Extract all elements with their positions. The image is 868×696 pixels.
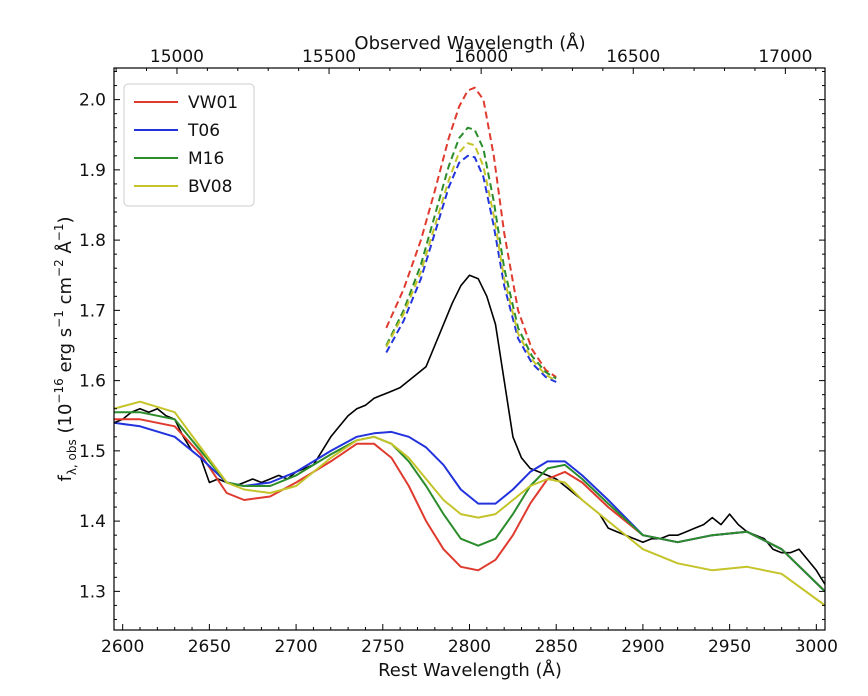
series-bv08 <box>114 400 825 607</box>
legend-item-vw01: VW01 <box>134 93 238 113</box>
top-tick-label: 17000 <box>758 47 812 67</box>
top-tick-label: 16000 <box>454 47 508 67</box>
x-tick-label: 2900 <box>621 637 664 657</box>
x-tick-label: 2650 <box>188 637 231 657</box>
series-bv08-dashed <box>385 142 557 382</box>
legend-item-m16: M16 <box>134 149 224 169</box>
x-tick-label: 2750 <box>361 637 404 657</box>
legend-label-bv08: BV08 <box>188 177 232 197</box>
y-tick-label: 1.4 <box>79 512 106 532</box>
x-tick-label: 2700 <box>274 637 317 657</box>
legend-label-m16: M16 <box>188 149 224 169</box>
x-tick-label: 3000 <box>795 637 838 657</box>
plot-area <box>114 86 825 607</box>
top-axis-title: Observed Wavelength (Å) <box>354 32 585 54</box>
series-m16 <box>114 411 825 593</box>
axes: 2600 2650 2700 2750 2800 2850 2900 2950 3000 1.3 1… <box>79 47 838 657</box>
y-tick-label: 1.7 <box>79 301 106 321</box>
y-tick-label: 2.0 <box>79 91 106 111</box>
y-tick-label: 1.5 <box>79 442 106 462</box>
legend: VW01 T06 M16 BV08 <box>123 83 255 207</box>
legend-box <box>123 83 255 207</box>
series-t06-dashed <box>385 154 557 383</box>
legend-label-t06: T06 <box>187 121 220 141</box>
x-tick-label: 2600 <box>101 637 144 657</box>
legend-item-bv08: BV08 <box>134 177 232 197</box>
y-tick-label: 1.6 <box>79 372 106 392</box>
top-tick-label: 16500 <box>606 47 660 67</box>
y-tick-label: 1.8 <box>79 231 106 251</box>
y-tick-label: 1.3 <box>79 582 106 602</box>
plot-frame <box>113 67 826 631</box>
x-tick-label: 2800 <box>448 637 491 657</box>
legend-label-vw01: VW01 <box>188 93 238 113</box>
series-m16-dashed <box>385 126 557 380</box>
y-tick-label: 1.9 <box>79 161 106 181</box>
x-axis-title: Rest Wavelength (Å) <box>378 659 562 681</box>
top-tick-label: 15500 <box>302 47 356 67</box>
top-tick-label: 15000 <box>150 47 204 67</box>
x-tick-label: 2950 <box>708 637 751 657</box>
series-vw01-dashed <box>385 86 557 378</box>
x-tick-label: 2850 <box>535 637 578 657</box>
y-axis-title: fλ, obs (10−16 erg s−1 cm−2 Å−1) <box>52 216 79 481</box>
legend-item-t06: T06 <box>134 121 220 141</box>
